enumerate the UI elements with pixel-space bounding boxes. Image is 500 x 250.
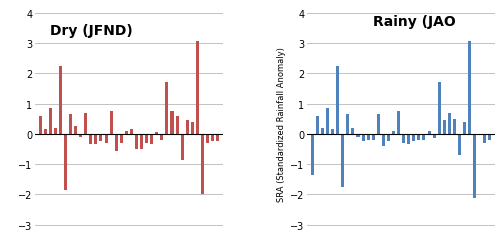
Bar	[326, 109, 329, 134]
Bar	[211, 134, 214, 142]
Bar	[407, 134, 410, 145]
Bar	[382, 134, 385, 146]
Bar	[79, 134, 82, 137]
Y-axis label: SRA (Standardized Rainfall Anomaly): SRA (Standardized Rainfall Anomaly)	[277, 46, 286, 201]
Bar	[331, 130, 334, 134]
Bar	[366, 134, 370, 140]
Bar	[432, 134, 436, 139]
Bar	[484, 134, 486, 143]
Bar	[196, 42, 199, 134]
Bar	[44, 130, 46, 134]
Bar	[59, 66, 62, 134]
Bar	[145, 134, 148, 143]
Bar	[356, 134, 360, 137]
Bar	[156, 133, 158, 134]
Bar	[311, 134, 314, 175]
Bar	[392, 131, 395, 134]
Bar	[438, 83, 440, 134]
Bar	[90, 134, 92, 145]
Bar	[100, 134, 102, 142]
Bar	[387, 134, 390, 142]
Bar	[110, 112, 112, 134]
Bar	[463, 122, 466, 134]
Bar	[362, 134, 364, 142]
Bar	[458, 134, 461, 156]
Bar	[321, 128, 324, 134]
Bar	[478, 134, 482, 136]
Bar	[191, 122, 194, 134]
Bar	[84, 113, 87, 134]
Bar	[170, 112, 173, 134]
Bar	[448, 113, 451, 134]
Bar	[180, 134, 184, 160]
Bar	[418, 134, 420, 140]
Bar	[216, 134, 219, 142]
Bar	[201, 134, 204, 195]
Bar	[130, 130, 133, 134]
Bar	[38, 116, 42, 134]
Bar	[150, 134, 153, 145]
Bar	[104, 134, 108, 143]
Text: Dry (JFND): Dry (JFND)	[50, 24, 133, 38]
Bar	[125, 131, 128, 134]
Bar	[206, 134, 209, 143]
Bar	[186, 121, 189, 134]
Bar	[372, 134, 374, 140]
Bar	[160, 134, 164, 140]
Bar	[412, 134, 416, 142]
Bar	[69, 115, 72, 134]
Bar	[397, 112, 400, 134]
Bar	[316, 116, 319, 134]
Bar	[341, 134, 344, 187]
Bar	[166, 83, 168, 134]
Bar	[422, 134, 426, 140]
Bar	[346, 115, 350, 134]
Bar	[140, 134, 143, 150]
Bar	[54, 128, 57, 134]
Bar	[442, 121, 446, 134]
Bar	[402, 134, 405, 143]
Bar	[473, 134, 476, 198]
Bar	[64, 134, 67, 190]
Bar	[94, 134, 98, 145]
Bar	[453, 119, 456, 134]
Bar	[352, 128, 354, 134]
Bar	[336, 66, 339, 134]
Bar	[74, 127, 77, 134]
Bar	[135, 134, 138, 150]
Text: Rainy (JAO: Rainy (JAO	[373, 14, 456, 28]
Bar	[114, 134, 117, 151]
Bar	[488, 134, 492, 140]
Bar	[120, 134, 123, 143]
Bar	[176, 116, 178, 134]
Bar	[468, 42, 471, 134]
Bar	[428, 131, 430, 134]
Bar	[48, 109, 51, 134]
Bar	[377, 115, 380, 134]
